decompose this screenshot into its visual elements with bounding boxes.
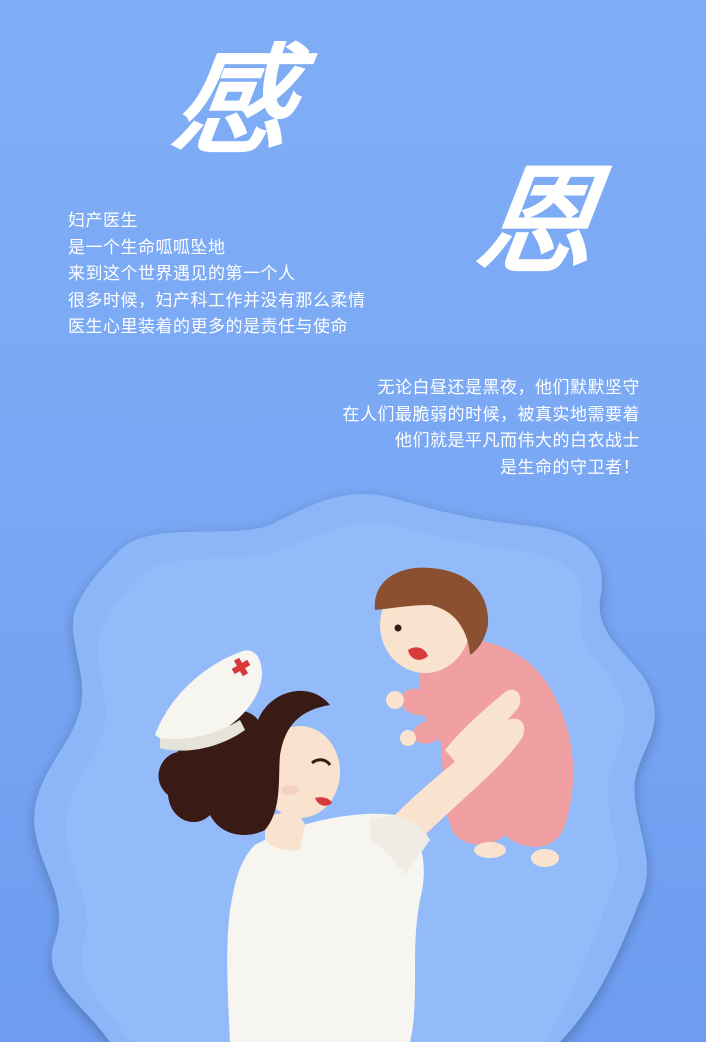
title-char-en: 恩 — [468, 152, 606, 290]
tribute-line: 在人们最脆弱的时候，被真实地需要着 — [342, 404, 640, 425]
tribute-line: 是生命的守卫者！ — [500, 457, 640, 478]
title-char-gan: 感 — [165, 32, 303, 170]
tribute-paragraph: 无论白昼还是黑夜，他们默默坚守 在人们最脆弱的时候，被真实地需要着 他们就是平凡… — [343, 375, 641, 481]
nurse-figure — [155, 650, 525, 1042]
intro-paragraph: 妇产医生 是一个生命呱呱坠地 来到这个世界遇见的第一个人 很多时候，妇产科工作并… — [68, 208, 366, 341]
nurse-baby-illustration — [34, 494, 655, 1042]
intro-line: 来到这个世界遇见的第一个人 — [68, 264, 296, 284]
intro-line: 医生心里装着的更多的是责任与使命 — [68, 317, 348, 337]
tribute-line: 他们就是平凡而伟大的白衣战士 — [395, 431, 640, 451]
tribute-line: 无论白昼还是黑夜，他们默默坚守 — [377, 378, 640, 398]
intro-line: 是一个生命呱呱坠地 — [68, 237, 226, 258]
intro-line: 很多时候，妇产科工作并没有那么柔情 — [68, 290, 366, 311]
intro-line: 妇产医生 — [68, 211, 138, 231]
